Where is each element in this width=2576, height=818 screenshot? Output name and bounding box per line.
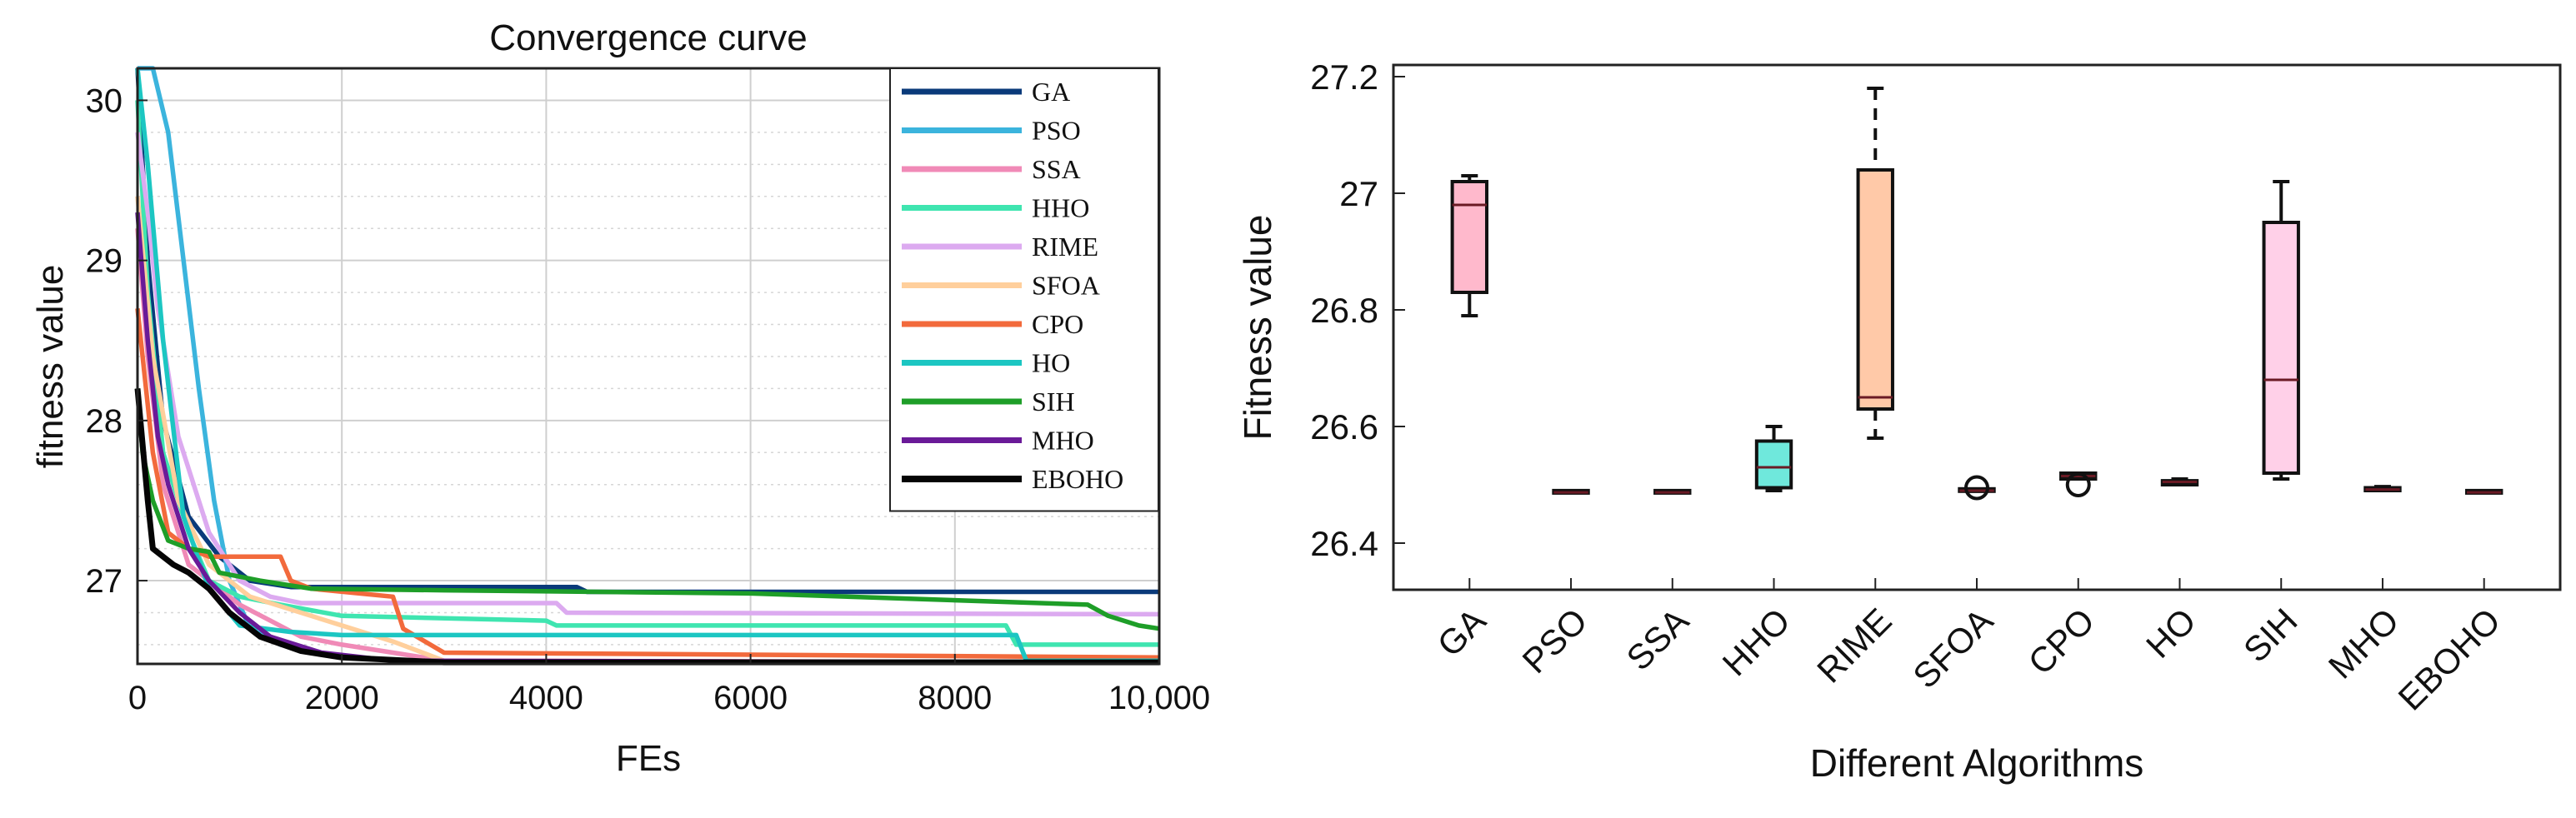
box-body [2262,221,2300,475]
right-y-tick-label: 26.6 [1310,407,1378,446]
left-x-tick-label: 8000 [918,680,992,716]
series-line-ssa [135,227,1160,665]
legend-label-sfoa: SFOA [1032,271,1100,301]
right-y-tick-label: 27.2 [1310,57,1378,97]
legend: GA PSO SSA HHO RIME SFOA CPO HO SIH MHO EBOHO [889,67,1159,512]
right-y-tick-label: 26.4 [1310,524,1378,563]
box-rime [1856,87,1894,440]
series-line-ho [135,67,1159,663]
right-x-tick-label: EBOHO [2391,601,2508,718]
right-x-tick-label: SIH [2236,601,2305,670]
box-body [1754,439,1793,490]
right-x-tick-label: MHO [2321,601,2407,686]
right-x-tick-label: RIME [1809,601,1898,690]
left-y-tick-label: 28 [86,403,123,440]
boxes-group [1450,87,2503,501]
series-line-sfoa [135,196,1160,665]
box-cpo [2059,471,2098,497]
left-chart-title: Convergence curve [489,17,808,58]
left-y-tick-label: 27 [86,563,123,600]
legend-label-eboho: EBOHO [1032,464,1123,494]
outlier-point [2065,472,2091,497]
right-x-tick-label: GA [1430,601,1493,664]
legend-label-ssa: SSA [1032,154,1081,184]
box-body [1450,180,1488,294]
legend-label-sih: SIH [1032,387,1075,416]
series-line-cpo [135,308,1160,661]
convergence-chart: Convergence curve 0 2000 4000 6000 8000 10,00… [30,17,1210,779]
right-plot-frame [1392,63,2562,591]
left-x-tick-label: 10,000 [1108,680,1210,716]
box-ga [1450,174,1488,317]
right-x-tick-label: HHO [1715,601,1798,683]
series-line-rime [135,132,1160,617]
legend-label-pso: PSO [1032,116,1081,146]
outlier-point [1964,475,1989,501]
right-y-tick-label: 26.8 [1310,291,1378,330]
right-x-tick-label: SSA [1618,601,1696,678]
right-x-tick-label: HO [2138,601,2203,666]
box-hho [1754,425,1793,492]
left-series-group [134,66,1160,666]
box-ho [2160,477,2199,486]
legend-label-cpo: CPO [1032,309,1083,339]
left-x-tick-label: 0 [128,680,147,716]
series-line-sih [135,388,1160,631]
box-sfoa [1958,475,1996,501]
box-eboho [2465,488,2503,495]
left-ticks: 0 2000 4000 6000 8000 10,000 27 28 29 30 [86,82,1211,716]
box-pso [1552,488,1590,495]
box-body [1856,168,1894,411]
left-x-tick-label: 4000 [509,680,583,716]
box-ssa [1653,488,1692,495]
legend-box [889,67,1159,512]
right-x-tick-label: SFOA [1905,601,2000,696]
right-y-tick-label: 27 [1339,174,1378,213]
right-x-tick-label: CPO [2021,601,2103,682]
right-y-axis-label: Fitness value [1236,214,1279,440]
right-x-axis-label: Different Algorithms [1810,741,2144,785]
left-y-axis-label: fitness value [30,265,71,469]
left-y-tick-label: 30 [86,82,123,119]
box-sih [2262,180,2300,481]
legend-label-ga: GA [1032,77,1070,107]
left-x-tick-label: 2000 [305,680,379,716]
left-y-tick-label: 29 [86,243,123,280]
legend-label-rime: RIME [1032,232,1098,262]
box-mho [2363,485,2402,492]
right-x-tick-label: PSO [1514,601,1594,681]
left-x-tick-label: 6000 [713,680,788,716]
legend-label-hho: HHO [1032,193,1089,223]
legend-label-ho: HO [1032,348,1070,378]
boxplot-chart: 26.4 26.6 26.8 27 27.2 GA PSO SSA HHO RIME SFOA CPO… [1236,57,2562,785]
right-ticks: 26.4 26.6 26.8 27 27.2 GA PSO SSA HHO RIME SFOA CPO… [1310,57,2508,718]
left-x-axis-label: FEs [616,738,681,779]
legend-label-mho: MHO [1032,426,1094,456]
